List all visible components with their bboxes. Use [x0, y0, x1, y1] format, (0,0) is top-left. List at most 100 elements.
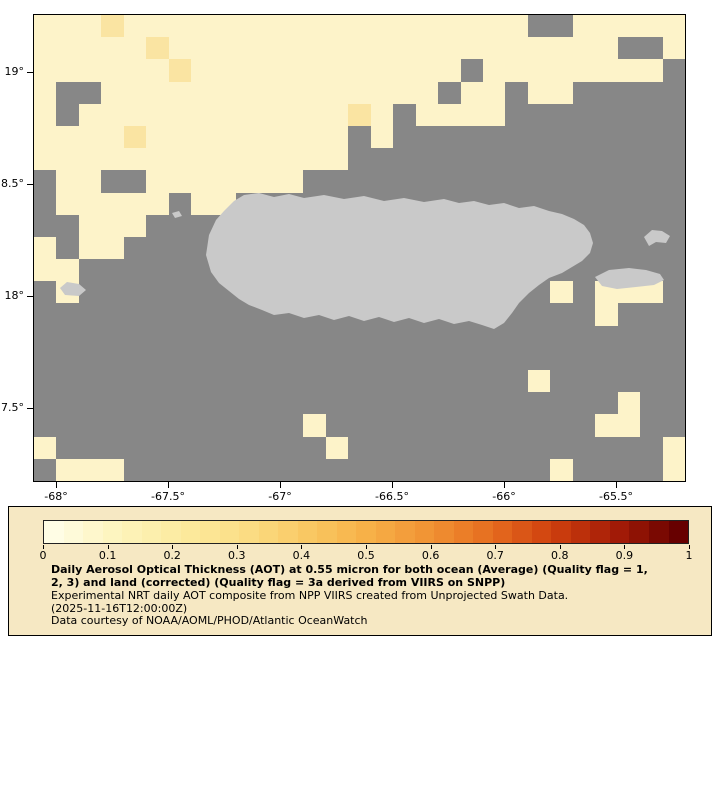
aot-cell — [527, 414, 551, 437]
aot-cell — [123, 81, 147, 104]
aot-cell — [640, 81, 663, 104]
aot-cell — [325, 170, 349, 193]
aot-cell — [101, 37, 124, 60]
aot-cell — [280, 370, 304, 393]
aot-cell — [527, 170, 551, 193]
aot-cell — [550, 414, 573, 437]
aot-cell — [460, 436, 483, 459]
aot-cell — [168, 81, 192, 104]
aot-cell — [325, 347, 349, 371]
aot-cell — [348, 325, 371, 348]
aot-cell — [213, 125, 237, 149]
aot-cell — [617, 37, 641, 60]
aot-cell — [572, 392, 596, 415]
aot-cell — [325, 325, 349, 348]
y-tick-mark — [27, 408, 33, 409]
aot-cell — [595, 370, 618, 393]
aot-cell — [572, 347, 596, 371]
aot-cell — [146, 458, 169, 481]
aot-cell — [482, 59, 506, 82]
aot-cell — [415, 392, 439, 415]
aot-cell — [280, 81, 304, 104]
aot-cell — [280, 148, 304, 171]
aot-cell — [572, 81, 596, 104]
aot-cell — [640, 125, 663, 149]
aot-cell — [550, 392, 573, 415]
aot-cell — [123, 148, 147, 171]
aot-cell — [527, 148, 551, 171]
aot-cell — [438, 458, 461, 481]
x-tick-mark — [392, 482, 393, 488]
aot-cell — [123, 170, 147, 193]
aot-cell — [123, 281, 147, 304]
aot-cell — [34, 303, 57, 326]
aot-cell — [325, 436, 349, 459]
aot-cell — [56, 214, 79, 237]
aot-cell — [236, 170, 259, 193]
aot-cell — [303, 392, 326, 415]
aot-cell — [595, 325, 618, 348]
aot-cell — [640, 148, 663, 171]
aot-cell — [34, 259, 57, 282]
aot-cell — [393, 81, 416, 104]
aot-cell — [415, 370, 439, 393]
aot-cell — [280, 414, 304, 437]
aot-cell — [56, 392, 79, 415]
colorbar-tick-mark — [301, 545, 303, 549]
aot-cell — [34, 214, 57, 237]
legend-title-line-2: 2, 3) and land (corrected) (Quality flag… — [51, 576, 506, 589]
legend-credit: Data courtesy of NOAA/AOML/PHOD/Atlantic… — [51, 614, 368, 627]
legend-title-line-1: Daily Aerosol Optical Thickness (AOT) at… — [51, 563, 648, 576]
aot-cell — [460, 125, 483, 149]
aot-cell — [595, 436, 618, 459]
aot-cell — [303, 370, 326, 393]
aot-cell — [56, 370, 79, 393]
aot-cell — [325, 81, 349, 104]
aot-cell — [34, 81, 57, 104]
aot-cell — [123, 436, 147, 459]
aot-cell — [348, 347, 371, 371]
aot-cell — [213, 436, 237, 459]
aot-cell — [191, 259, 214, 282]
aot-cell — [640, 37, 663, 60]
aot-cell — [572, 414, 596, 437]
aot-cell — [101, 303, 124, 326]
aot-cell — [280, 436, 304, 459]
aot-cell — [640, 347, 663, 371]
colorbar-segment — [375, 521, 396, 543]
aot-cell — [617, 347, 641, 371]
aot-cell — [191, 303, 214, 326]
aot-cell — [595, 303, 618, 326]
aot-cell — [505, 392, 528, 415]
aot-cell — [123, 325, 147, 348]
aot-cell — [191, 148, 214, 171]
aot-cell — [34, 15, 57, 38]
aot-cell — [393, 370, 416, 393]
aot-cell — [191, 37, 214, 60]
aot-cell — [280, 59, 304, 82]
aot-cell — [438, 414, 461, 437]
aot-cell — [348, 125, 371, 149]
aot-cell — [56, 103, 79, 126]
aot-cell — [617, 392, 641, 415]
aot-cell — [146, 414, 169, 437]
aot-cell — [482, 414, 506, 437]
aot-cell — [213, 414, 237, 437]
aot-cell — [34, 236, 57, 260]
aot-cell — [78, 103, 102, 126]
aot-cell — [595, 414, 618, 437]
aot-cell — [415, 81, 439, 104]
aot-cell — [280, 392, 304, 415]
aot-cell — [258, 370, 281, 393]
aot-cell — [662, 192, 685, 215]
aot-cell — [415, 458, 439, 481]
aot-cell — [348, 103, 371, 126]
aot-cell — [370, 392, 394, 415]
colorbar-segment — [317, 521, 337, 543]
aot-cell — [34, 281, 57, 304]
aot-cell — [146, 125, 169, 149]
aot-cell — [527, 347, 551, 371]
aot-cell — [640, 303, 663, 326]
aot-cell — [78, 214, 102, 237]
aot-cell — [191, 125, 214, 149]
